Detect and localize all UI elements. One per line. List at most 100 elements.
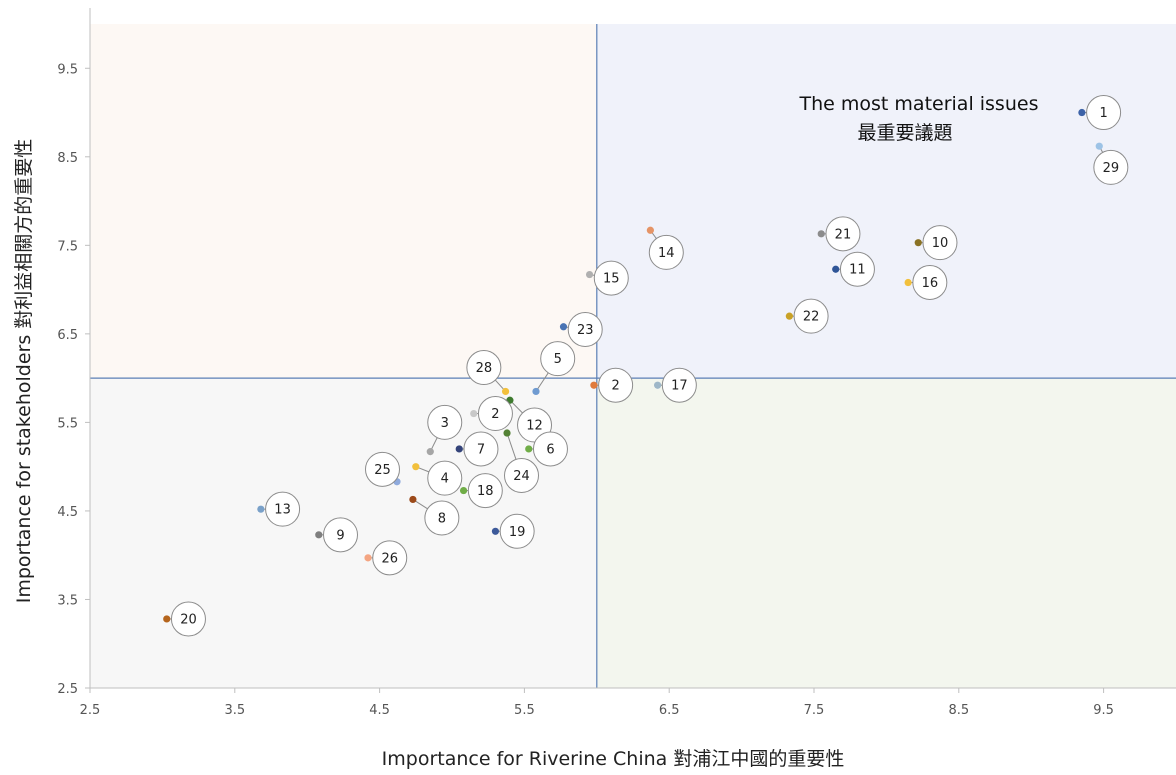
callout-bubble (661, 367, 697, 403)
point-label: 22 (803, 310, 820, 325)
point-label: 16 (922, 276, 939, 291)
point-label: 7 (477, 442, 485, 457)
x-tick-label: 9.5 (1093, 703, 1114, 718)
y-tick-label: 3.5 (57, 593, 78, 608)
data-point (532, 387, 540, 396)
data-point (426, 448, 434, 456)
point-label: 9 (336, 528, 344, 543)
data-point (1078, 108, 1086, 117)
point-label: 21 (835, 227, 852, 242)
callout-bubble (1093, 149, 1129, 185)
data-point (817, 230, 825, 238)
callout-leader (506, 432, 517, 460)
callout-leader (535, 372, 549, 392)
callout-bubble (427, 404, 463, 440)
point-label: 11 (849, 263, 866, 278)
point-label: 3 (441, 416, 449, 431)
callout-bubble (323, 517, 359, 553)
data-point (654, 381, 662, 389)
point-label: 10 (932, 236, 949, 251)
x-axis-title: Importance for Riverine China 對浦江中國的重要性 (382, 748, 845, 770)
callout-bubble (467, 473, 503, 509)
callout-bubble (466, 350, 502, 386)
point-label: 29 (1103, 161, 1120, 176)
y-tick-label: 7.5 (57, 239, 78, 254)
data-point (559, 323, 568, 331)
callout-bubble (793, 298, 829, 334)
data-point (459, 486, 468, 495)
data-point (491, 527, 500, 535)
point-label: 18 (477, 484, 494, 499)
callout-bubble (567, 311, 603, 347)
point-label: 20 (180, 612, 197, 627)
x-tick-label: 8.5 (948, 703, 969, 718)
callout-bubble (364, 451, 400, 487)
annotation-line-2: 最重要議題 (857, 122, 952, 144)
data-point (1095, 142, 1103, 150)
point-label: 15 (603, 272, 620, 287)
x-tick-label: 4.5 (369, 703, 390, 718)
data-point (501, 387, 510, 396)
callout-bubble (532, 431, 568, 467)
y-tick-label: 5.5 (57, 416, 78, 431)
callout-bubble (540, 341, 576, 377)
point-label: 4 (441, 472, 449, 487)
data-point (455, 445, 463, 453)
x-tick-label: 2.5 (80, 703, 101, 718)
x-tick-label: 3.5 (224, 703, 245, 718)
y-tick-label: 8.5 (57, 151, 78, 166)
data-point (832, 265, 840, 273)
callout-bubble (912, 265, 948, 301)
point-label: 25 (374, 463, 391, 478)
point-label: 5 (554, 352, 562, 367)
quadrant-top-left (90, 24, 597, 379)
data-point (409, 495, 417, 504)
callout-bubble (424, 500, 460, 536)
data-point (503, 429, 511, 437)
y-tick-label: 4.5 (57, 505, 78, 520)
data-point (257, 505, 265, 513)
callout-bubble (427, 460, 463, 496)
x-tick-label: 6.5 (659, 703, 680, 718)
data-point (590, 381, 598, 389)
point-label: 24 (513, 469, 530, 484)
point-label: 28 (476, 361, 493, 376)
y-tick-label: 6.5 (57, 328, 78, 343)
callout-bubble (593, 260, 629, 296)
callout-bubble (499, 513, 535, 549)
callout-bubble (504, 458, 540, 494)
callout-bubble (1086, 95, 1122, 131)
point-label: 19 (509, 525, 526, 540)
point-label: 26 (381, 551, 398, 566)
callout-bubble (598, 367, 634, 403)
callout-bubble (372, 540, 408, 576)
point-label: 2 (611, 379, 619, 394)
quadrant-top-right (596, 24, 1176, 379)
callout-bubble (648, 234, 684, 270)
point-label: 12 (526, 419, 543, 434)
callout-bubble (839, 251, 875, 287)
data-point (315, 531, 323, 539)
data-point (470, 409, 478, 418)
callout-bubble (477, 396, 513, 432)
data-point (364, 554, 372, 562)
callout-bubble (265, 491, 301, 527)
x-tick-label: 5.5 (514, 703, 535, 718)
callout-bubble (825, 216, 861, 252)
data-point (525, 445, 533, 453)
data-point (646, 226, 654, 234)
y-axis-title: Importance for stakeholders 對利益相關方的重要性 (13, 139, 35, 604)
point-label: 8 (438, 512, 446, 527)
data-point (585, 270, 594, 279)
data-point (785, 312, 793, 320)
y-tick-label: 9.5 (57, 62, 78, 77)
point-label: 13 (274, 503, 291, 518)
data-point (914, 239, 922, 247)
point-label: 23 (577, 323, 594, 338)
point-label: 17 (671, 379, 688, 394)
annotation-line-1: The most material issues (799, 93, 1039, 115)
point-label: 2 (491, 407, 499, 422)
y-tick-label: 2.5 (57, 682, 78, 697)
